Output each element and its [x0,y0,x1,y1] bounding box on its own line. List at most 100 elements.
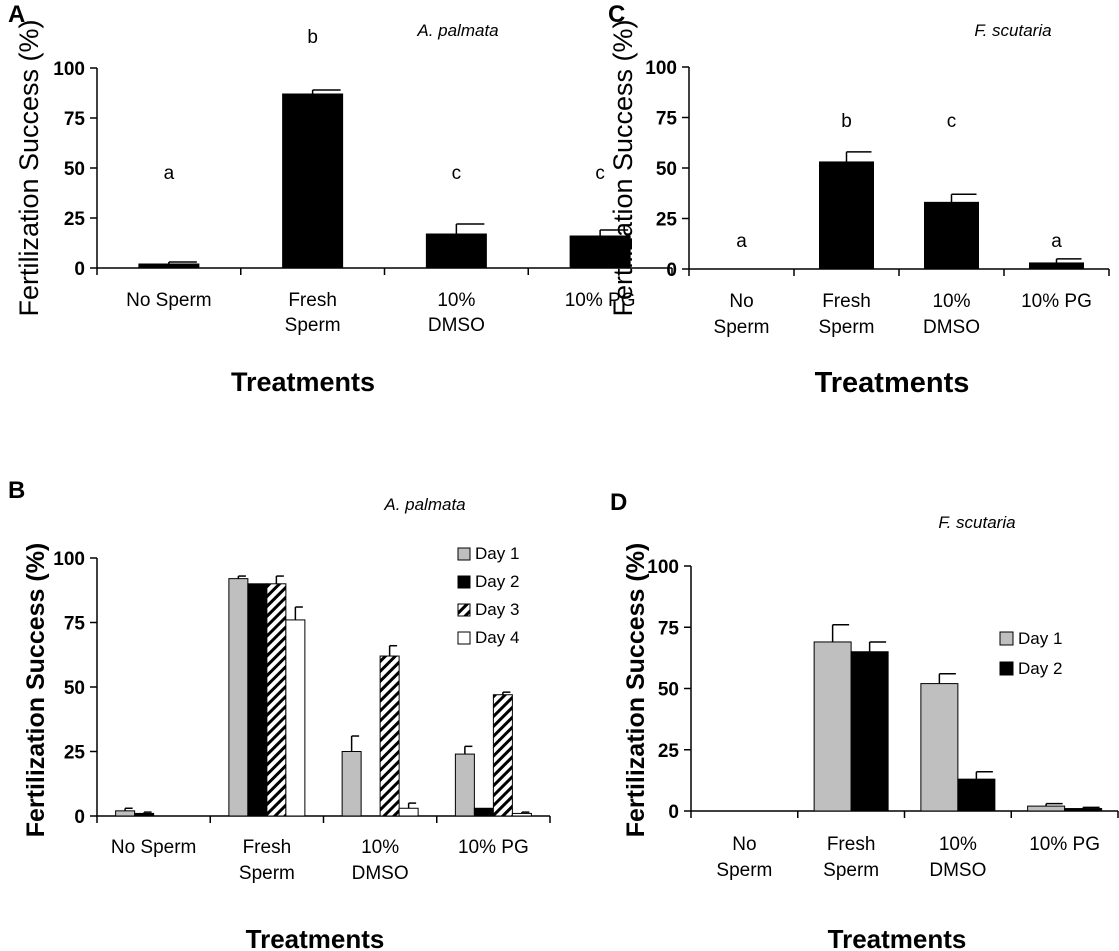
x-category-label-line: Fresh [243,837,292,858]
y-tick-label: 25 [64,209,86,230]
significance-letter: a [1051,231,1062,252]
x-category-label: No Sperm [716,834,772,881]
x-category-label-line: 10% [932,291,970,312]
x-category-label: Fresh Sperm [285,290,341,336]
x-category-label-line: 10% [437,290,475,311]
y-tick-label: 100 [53,59,85,80]
x-category-label-line: Sperm [716,860,772,881]
y-tick-label: 50 [656,159,677,180]
legend-swatch [457,575,471,589]
y-tick-label: 0 [668,802,679,823]
x-category-label-line: Sperm [819,317,875,338]
x-category-label: 10% PG [1029,834,1100,855]
legend-swatch [999,631,1014,646]
bar [425,233,487,269]
legend-label: Day 4 [475,628,519,647]
bar [492,694,513,817]
x-category-label: No Sperm [111,837,197,858]
bar [1064,808,1103,812]
legend-label: Day 1 [475,544,519,563]
y-tick-label: 25 [656,210,678,231]
bar [247,583,268,817]
significance-letter: b [841,111,852,132]
bar [511,812,532,817]
y-tick-label: 75 [658,618,680,639]
bar [138,263,200,269]
significance-letter: b [307,27,318,48]
x-category-label: Fresh Sperm [819,291,875,338]
legend-label: Day 2 [1018,659,1062,678]
x-category-label: No Sperm [126,290,212,311]
x-category-label-line: Sperm [714,317,770,338]
panel-label: A [8,1,25,28]
legend-swatch [999,661,1014,676]
x-category-label-line: Fresh [288,290,337,311]
bar [1029,262,1084,270]
bar [569,235,631,269]
x-category-label: 10% PG [1021,291,1092,312]
significance-letter: a [164,163,175,184]
y-tick-label: 100 [53,549,85,570]
bar [341,751,362,817]
bar [819,161,874,270]
significance-letter: c [452,163,462,184]
y-tick-label: 0 [74,807,85,828]
y-tick-label: 75 [64,614,86,635]
bar [398,807,419,817]
x-category-label: No Sperm [714,291,770,338]
x-axis-title: Treatments [231,367,375,397]
panel-title: F. scutaria [974,21,1051,40]
y-axis-title: Fertilization Success (%) [622,543,650,838]
y-tick-label: 25 [64,743,86,764]
x-category-label-line: 10% PG [1029,834,1100,855]
x-category-label-line: Sperm [239,863,295,884]
bar [924,201,979,270]
y-tick-label: 25 [658,741,680,762]
panel-d: D F. scutaria Fertilization Success (%) 0 25… [610,489,1119,951]
x-category-label-line: No Sperm [111,837,197,858]
bar [282,93,344,269]
x-category-label-line: No Sperm [126,290,212,311]
bar [454,753,475,817]
x-category-label: 10% DMSO [929,834,986,881]
x-category-label: Fresh Sperm [823,834,879,881]
bar [134,812,155,817]
x-category-label-line: DMSO [352,863,409,884]
legend-swatch [457,603,471,617]
x-category-label-line: DMSO [923,317,980,338]
x-category-label-line: No [732,834,756,855]
x-category-label-line: Sperm [285,315,341,336]
y-axis-title: Fertilization Success (%) [22,543,50,838]
x-category-label-line: 10% [939,834,977,855]
bar [957,778,996,812]
panel-c: C F. scutaria Fertilization Success (%) 0 25… [608,1,1110,399]
x-axis-title: Treatments [828,924,967,951]
x-category-label-line: 10% PG [565,290,636,311]
panel-a: A A. palmata Fertilization Success (%) 0 25 5… [8,1,673,397]
bar [1027,805,1066,812]
x-category-label: 10% DMSO [428,290,485,336]
x-axis-title: Treatments [815,367,970,399]
panel-b: B A. palmata Fertilization Success (%) 0 25 5… [8,477,551,951]
y-axis-title: Fertilization Success (%) [608,19,638,316]
x-category-label-line: 10% PG [1021,291,1092,312]
legend-label: Day 2 [475,572,519,591]
bar [379,655,400,817]
y-tick-label: 0 [666,260,677,281]
y-tick-label: 50 [658,680,679,701]
x-category-label: 10% PG [458,837,529,858]
x-axis-title: Treatments [246,924,385,951]
x-category-label: 10% DMSO [352,837,409,884]
bar [850,651,889,812]
legend-label: Day 1 [1018,629,1062,648]
x-category-label-line: No [729,291,753,312]
x-category-label: 10% PG [565,290,636,311]
panel-title: F. scutaria [938,513,1015,532]
y-axis-title: Fertilization Success (%) [14,19,44,316]
panel-label: D [610,489,627,516]
significance-letter: c [595,163,605,184]
x-category-label-line: Fresh [822,291,871,312]
legend: Day 1 Day 2 Day 3 Day 4 [457,544,519,647]
y-tick-label: 100 [647,557,679,578]
bar [473,807,494,817]
